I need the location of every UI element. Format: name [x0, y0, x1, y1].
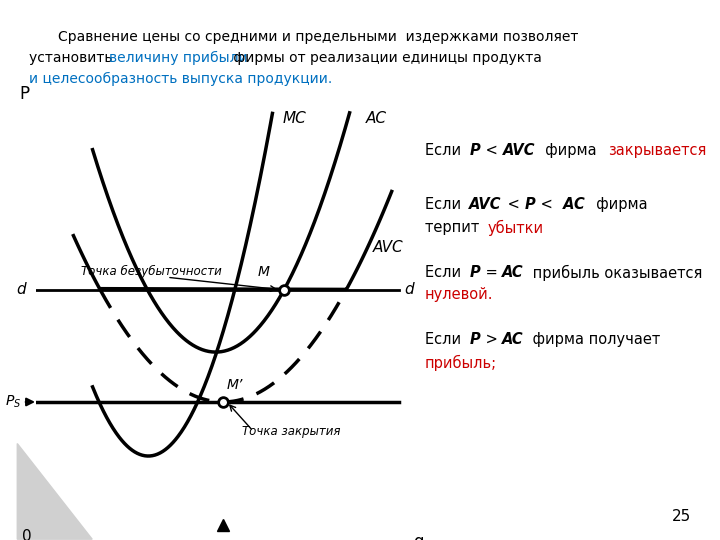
Text: P: P — [469, 265, 480, 280]
Text: P: P — [469, 332, 480, 347]
Text: AC: AC — [558, 197, 585, 212]
Text: >: > — [481, 332, 503, 347]
Text: величину прибыли: величину прибыли — [109, 51, 248, 65]
Text: и целесообразность выпуска продукции.: и целесообразность выпуска продукции. — [29, 72, 332, 86]
Text: AC: AC — [502, 265, 523, 280]
Text: фирма: фирма — [587, 197, 647, 212]
Text: <: < — [536, 197, 558, 212]
Text: терпит: терпит — [425, 220, 484, 235]
Text: прибыль оказывается: прибыль оказывается — [528, 265, 702, 281]
Text: AVC: AVC — [469, 197, 502, 212]
Text: AVC: AVC — [373, 240, 404, 255]
Text: P: P — [469, 143, 480, 158]
Text: фирма: фирма — [536, 143, 606, 158]
Text: MC: MC — [282, 111, 306, 126]
Text: Если: Если — [425, 143, 466, 158]
Text: Сравнение цены со средними и предельными  издержками позволяет: Сравнение цены со средними и предельными… — [58, 30, 578, 44]
Text: закрывается: закрывается — [608, 143, 707, 158]
Text: установить: установить — [29, 51, 117, 65]
Text: Точка безубыточности: Точка безубыточности — [81, 265, 222, 278]
Text: P: P — [19, 85, 30, 103]
Text: фирма получает: фирма получает — [528, 332, 660, 347]
Text: M: M — [258, 265, 269, 279]
Text: 25: 25 — [672, 509, 691, 524]
Text: 0: 0 — [22, 529, 32, 540]
Text: AC: AC — [366, 111, 387, 126]
Text: d: d — [17, 282, 26, 297]
Text: $P_S$: $P_S$ — [6, 394, 22, 410]
Text: <: < — [481, 143, 503, 158]
Text: q: q — [413, 533, 423, 540]
Text: Если: Если — [425, 197, 466, 212]
Polygon shape — [17, 443, 92, 539]
Text: прибыль;: прибыль; — [425, 355, 497, 371]
Text: убытки: убытки — [487, 220, 544, 236]
Text: фирмы от реализации единицы продукта: фирмы от реализации единицы продукта — [229, 51, 542, 65]
Text: =: = — [481, 265, 503, 280]
Text: M’: M’ — [227, 377, 243, 392]
Text: Если: Если — [425, 332, 466, 347]
Text: P: P — [525, 197, 536, 212]
Text: нулевой.: нулевой. — [425, 287, 493, 302]
Text: Если: Если — [425, 265, 466, 280]
Text: AC: AC — [502, 332, 523, 347]
Text: <: < — [503, 197, 525, 212]
Text: Точка закрытия: Точка закрытия — [242, 425, 341, 438]
Text: d: d — [405, 282, 415, 297]
Text: AVC: AVC — [503, 143, 535, 158]
